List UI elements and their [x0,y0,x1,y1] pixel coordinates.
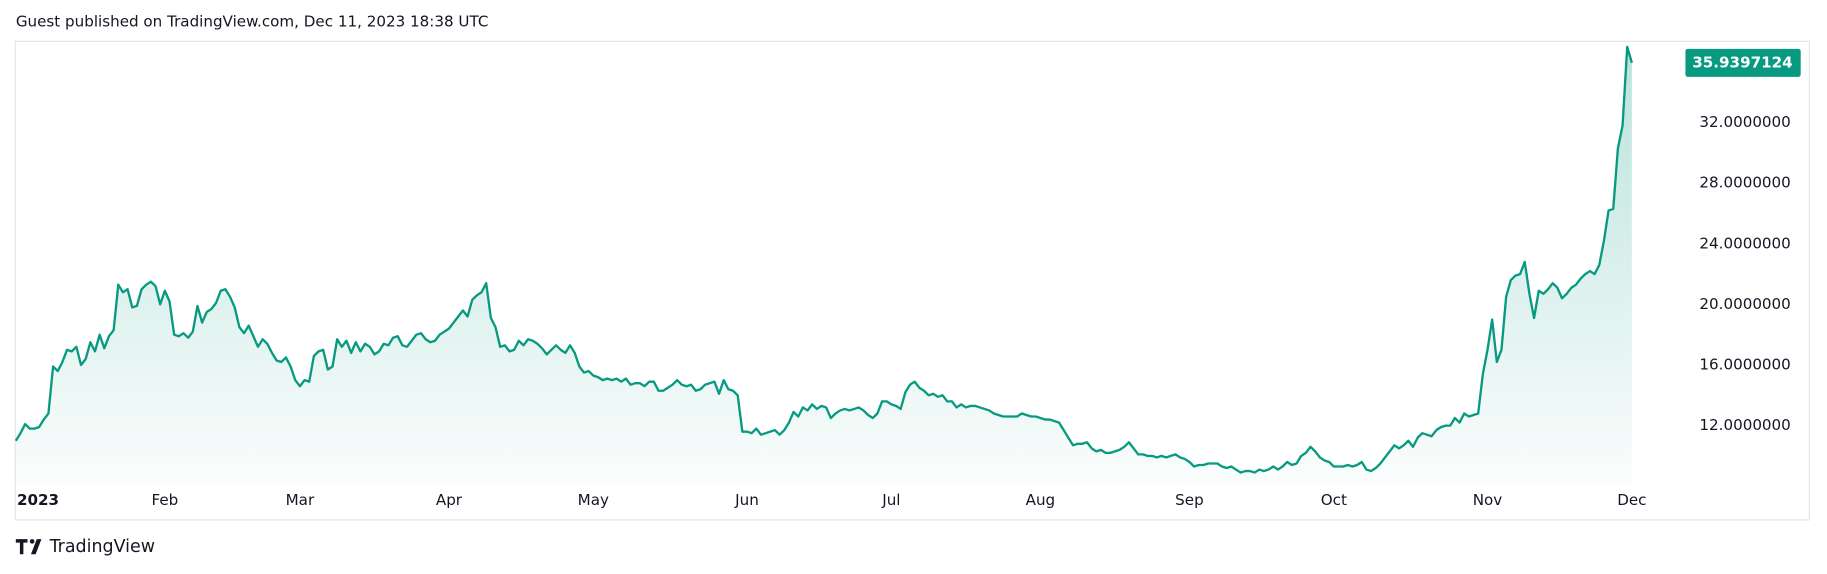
x-tick-label: Aug [1026,491,1056,509]
x-tick-label: Apr [436,491,463,509]
price-line [14,45,1633,474]
logo-icon [15,539,28,555]
logo-icon [30,539,42,555]
x-tick-label: Dec [1617,491,1646,509]
logo-icon [29,539,35,544]
y-tick-label: 32.0000000 [1699,113,1790,131]
x-tick-label: Feb [151,491,178,509]
y-tick-label: 16.0000000 [1699,356,1790,374]
x-tick-label: Jul [881,491,900,509]
y-tick-label: 20.0000000 [1699,295,1790,313]
x-tick-label: Sep [1175,491,1204,509]
chart-frame [14,40,1811,521]
y-tick-label: 28.0000000 [1699,174,1790,192]
last-price-box [1685,48,1801,77]
area-fill [15,46,1632,484]
y-tick-label: 12.0000000 [1699,416,1790,434]
last-price-label: 35.9397124 [1692,53,1792,71]
y-tick-label: 24.0000000 [1699,234,1790,252]
brand-name: TradingView [49,537,155,557]
x-tick-label: 2023 [17,491,59,509]
x-tick-label: Nov [1473,491,1503,509]
x-tick-label: May [578,491,609,509]
brand-logo[interactable]: TradingView [15,537,155,557]
x-tick-label: Jun [734,491,759,509]
x-tick-label: Oct [1321,491,1347,509]
published-note: Guest published on TradingView.com, Dec … [16,13,489,31]
last-price-badge: 35.9397124 [1685,48,1801,77]
x-tick-label: Mar [286,491,315,509]
